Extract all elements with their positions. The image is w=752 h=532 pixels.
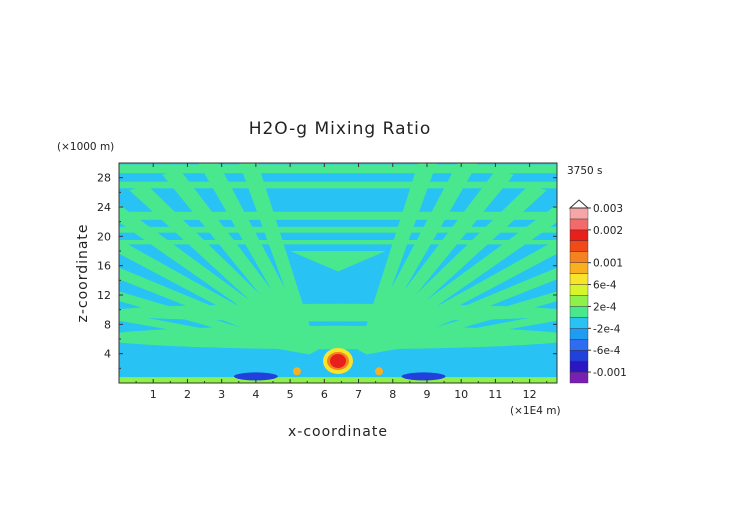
contour-lobe [375,367,384,376]
colorbar-segment [569,349,589,362]
colorbar-label: -6e-4 [593,345,621,357]
colorbar-segment [569,339,589,351]
contour-band [119,325,557,350]
colorbar-segment [569,317,589,329]
colorbar-segment [569,273,589,285]
x-tick-label: 2 [184,388,191,401]
colorbar-max-extension [568,199,590,209]
x-unit-label: (×1E4 m) [510,405,561,417]
colorbar-segment [569,218,589,231]
x-tick-label: 9 [423,388,430,401]
y-unit-label: (×1000 m) [57,141,114,153]
colorbar-segment [569,207,589,220]
y-tick-label: 24 [97,201,111,214]
x-tick-label: 12 [523,388,537,401]
x-axis: 1 2 3 4 5 6 7 8 9 10 11 12 [135,163,548,401]
x-tick-label: 1 [150,388,157,401]
colorbar-segment [569,360,589,373]
contour-band [119,303,557,322]
x-tick-label: 6 [321,388,328,401]
colorbar: 0.003 0.002 0.001 6e-4 2e-4 -2e-4 -6e-4 -0.001 [568,199,627,384]
y-tick-label: 4 [104,348,111,361]
y-tick-label: 8 [104,318,111,331]
contour-triangle [290,251,386,272]
contour-band [119,164,557,174]
contour-lobe [292,367,301,376]
contour-minimum [233,372,278,381]
colorbar-segment [569,295,589,307]
y-tick-label: 20 [97,230,111,243]
chart-title: H2O-g Mixing Ratio [249,119,432,139]
colorbar-segment [569,262,589,274]
y-axis-title: z-coordinate [75,223,91,322]
colorbar-segment [569,251,589,263]
contour-band [119,226,557,233]
colorbar-label: 0.002 [593,225,623,237]
colorbar-segment [569,284,589,296]
colorbar-segment [569,229,589,242]
y-tick-label: 12 [97,289,111,302]
contour-ground [119,377,557,383]
x-tick-label: 8 [389,388,396,401]
plot-area [118,162,558,384]
colorbar-segment [569,328,589,340]
contour-band [119,211,557,220]
colorbar-segment [569,371,589,384]
y-axis: 4 8 12 16 20 24 28 [97,172,557,369]
colorbar-label: 0.003 [593,203,623,215]
x-tick-label: 3 [218,388,225,401]
colorbar-label: -2e-4 [593,323,621,335]
colorbar-label: 6e-4 [593,280,617,292]
x-tick-label: 5 [287,388,294,401]
contour-minimum [401,372,446,381]
contour-band [119,240,557,245]
x-axis-title: x-coordinate [288,424,388,440]
x-tick-label: 10 [454,388,468,401]
colorbar-label: 0.001 [593,258,623,270]
y-tick-label: 28 [97,172,111,185]
plot-frame [118,162,558,384]
contour-field [119,163,557,383]
colorbar-segment [569,240,589,252]
colorbar-label: 2e-4 [593,301,617,313]
colorbar-segment [569,306,589,318]
x-tick-label: 4 [252,388,259,401]
contour-band [119,181,557,189]
contour-peak [330,354,346,368]
y-tick-label: 16 [97,260,111,273]
colorbar-label: -0.001 [593,367,627,379]
time-label: 3750 s [567,165,603,177]
x-tick-label: 7 [355,388,362,401]
x-tick-label: 11 [488,388,502,401]
